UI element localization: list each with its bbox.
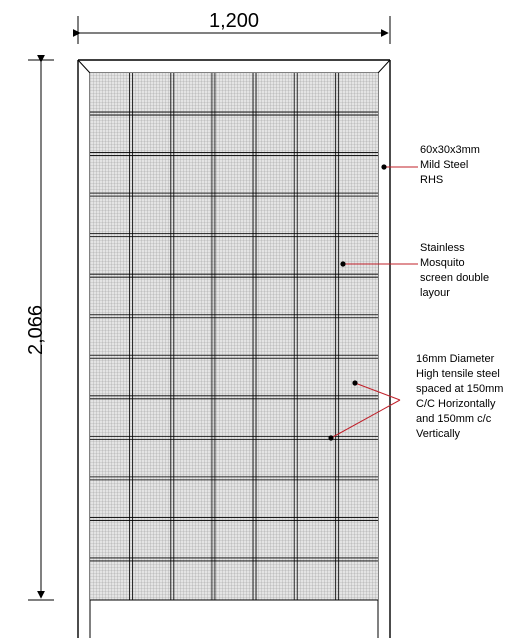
bars-callout-line-6: Vertically xyxy=(416,428,461,440)
frame-callout: 60x30x3mm Mild Steel RHS xyxy=(381,144,483,186)
mesh-leader-dot xyxy=(340,261,346,267)
mesh-callout-line-2: Mosquito xyxy=(420,257,465,269)
bars-callout-text: 16mm Diameter High tensile steel spaced … xyxy=(416,353,507,440)
mesh-callout-line-1: Stainless xyxy=(420,242,465,254)
bars-callout-line-3: spaced at 150mm xyxy=(416,383,503,395)
frame-callout-line-1: 60x30x3mm xyxy=(420,144,480,156)
height-dimension-label: 2,066 xyxy=(25,305,47,355)
vertical-bars xyxy=(129,73,339,600)
frame-callout-text: 60x30x3mm Mild Steel RHS xyxy=(420,144,483,186)
width-dimension: 1,200 xyxy=(72,10,391,44)
bars-callout-line-1: 16mm Diameter xyxy=(416,353,495,365)
mesh-callout-text: Stainless Mosquito screen double layour xyxy=(420,242,492,299)
frame-leader-dot xyxy=(381,164,387,170)
bars-leader-line-lower xyxy=(330,399,401,439)
mosquito-mesh-panel xyxy=(90,73,378,600)
frame-callout-line-2: Mild Steel xyxy=(420,159,468,171)
bars-callout: 16mm Diameter High tensile steel spaced … xyxy=(328,353,507,441)
bars-callout-line-2: High tensile steel xyxy=(416,368,500,380)
frame-callout-line-3: RHS xyxy=(420,174,443,186)
mesh-callout: Stainless Mosquito screen double layour xyxy=(340,242,492,299)
bars-leader-dot-lower xyxy=(328,435,334,441)
mesh-callout-line-4: layour xyxy=(420,287,450,299)
bars-leader-dot-upper xyxy=(352,380,358,386)
bars-callout-line-4: C/C Horizontally xyxy=(416,398,496,410)
mesh-callout-line-3: screen double xyxy=(420,272,489,284)
bars-leader-line-upper xyxy=(354,382,401,401)
width-dimension-label: 1,200 xyxy=(209,10,259,32)
height-dimension: 2,066 xyxy=(25,54,54,601)
bars-callout-line-5: and 150mm c/c xyxy=(416,413,492,425)
